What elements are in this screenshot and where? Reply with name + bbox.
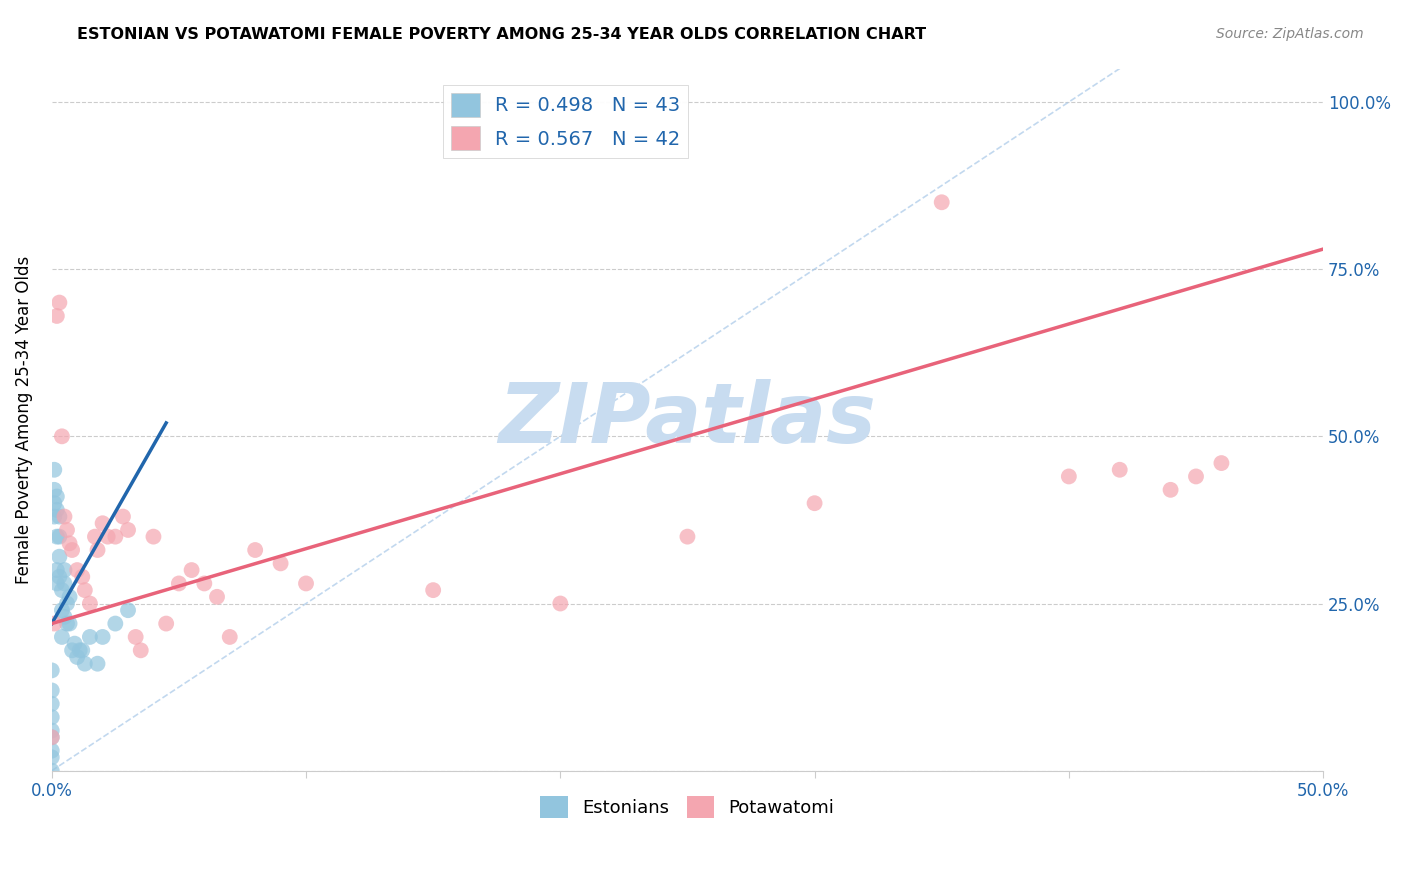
Point	[155, 616, 177, 631]
Point	[41, 683, 63, 698]
Point	[51, 583, 73, 598]
Point	[218, 630, 240, 644]
Text: ESTONIAN VS POTAWATOMI FEMALE POVERTY AMONG 25-34 YEAR OLDS CORRELATION CHART: ESTONIAN VS POTAWATOMI FEMALE POVERTY AM…	[77, 27, 927, 42]
Point	[117, 603, 139, 617]
Point	[60, 643, 83, 657]
Point	[45, 490, 67, 504]
Point	[51, 429, 73, 443]
Point	[56, 616, 79, 631]
Point	[1057, 469, 1080, 483]
Point	[44, 463, 66, 477]
Point	[41, 710, 63, 724]
Point	[56, 523, 79, 537]
Point	[58, 590, 80, 604]
Point	[72, 643, 94, 657]
Point	[48, 295, 70, 310]
Point	[79, 630, 101, 644]
Point	[142, 530, 165, 544]
Point	[48, 549, 70, 564]
Point	[58, 536, 80, 550]
Point	[79, 597, 101, 611]
Point	[45, 503, 67, 517]
Legend: Estonians, Potawatomi: Estonians, Potawatomi	[533, 789, 842, 825]
Point	[97, 530, 120, 544]
Point	[51, 603, 73, 617]
Point	[53, 509, 76, 524]
Point	[1108, 463, 1130, 477]
Point	[117, 523, 139, 537]
Point	[45, 309, 67, 323]
Point	[72, 570, 94, 584]
Point	[41, 731, 63, 745]
Point	[86, 543, 108, 558]
Point	[193, 576, 215, 591]
Point	[41, 697, 63, 711]
Point	[44, 496, 66, 510]
Point	[45, 576, 67, 591]
Point	[53, 576, 76, 591]
Point	[41, 764, 63, 778]
Point	[66, 650, 89, 665]
Point	[45, 563, 67, 577]
Point	[48, 570, 70, 584]
Point	[1160, 483, 1182, 497]
Point	[44, 509, 66, 524]
Point	[51, 630, 73, 644]
Point	[44, 616, 66, 631]
Point	[48, 509, 70, 524]
Point	[73, 583, 96, 598]
Y-axis label: Female Poverty Among 25-34 Year Olds: Female Poverty Among 25-34 Year Olds	[15, 255, 32, 583]
Point	[41, 731, 63, 745]
Point	[676, 530, 699, 544]
Point	[104, 530, 127, 544]
Point	[86, 657, 108, 671]
Point	[53, 610, 76, 624]
Point	[41, 664, 63, 678]
Text: ZIPatlas: ZIPatlas	[499, 379, 876, 460]
Point	[53, 563, 76, 577]
Point	[931, 195, 953, 210]
Point	[41, 723, 63, 738]
Point	[550, 597, 572, 611]
Point	[63, 637, 86, 651]
Point	[124, 630, 146, 644]
Point	[243, 543, 266, 558]
Point	[56, 597, 79, 611]
Point	[91, 630, 114, 644]
Point	[60, 543, 83, 558]
Point	[84, 530, 107, 544]
Text: Source: ZipAtlas.com: Source: ZipAtlas.com	[1216, 27, 1364, 41]
Point	[111, 509, 134, 524]
Point	[41, 744, 63, 758]
Point	[1211, 456, 1233, 470]
Point	[69, 643, 91, 657]
Point	[45, 530, 67, 544]
Point	[803, 496, 825, 510]
Point	[1185, 469, 1208, 483]
Point	[205, 590, 228, 604]
Point	[295, 576, 318, 591]
Point	[41, 750, 63, 764]
Point	[73, 657, 96, 671]
Point	[270, 557, 292, 571]
Point	[104, 616, 127, 631]
Point	[58, 616, 80, 631]
Point	[48, 530, 70, 544]
Point	[167, 576, 190, 591]
Point	[44, 483, 66, 497]
Point	[66, 563, 89, 577]
Point	[422, 583, 444, 598]
Point	[129, 643, 152, 657]
Point	[91, 516, 114, 531]
Point	[180, 563, 202, 577]
